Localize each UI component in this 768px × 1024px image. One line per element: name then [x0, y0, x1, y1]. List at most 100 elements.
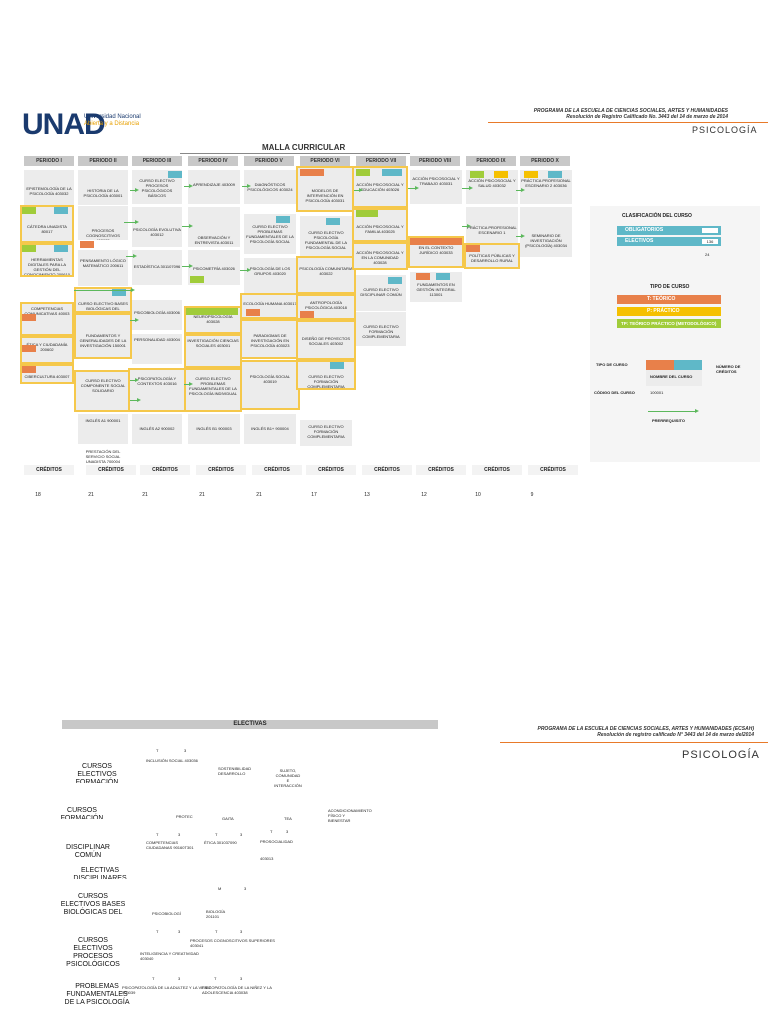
elective-psicopatologia-ninez: PSICOPATOLOGÍA DE LA NIÑEZ Y LA ADOLESCE… — [202, 985, 272, 995]
legend-teorico: T: TEÓRICO — [617, 295, 721, 304]
logo-subtitle: Universidad Nacional Abierta y a Distanc… — [84, 114, 141, 127]
unad-logo: UNAD — [22, 108, 106, 141]
elective-code-403013: 403013 — [260, 856, 274, 861]
course-competencias-comunicativas: COMPETENCIAS COMUNICATIVAS 40003 — [20, 302, 74, 336]
tag-obligatorio — [54, 245, 68, 252]
credit-mark: 3 — [240, 976, 243, 981]
period-header-7: PERIODO VII — [356, 156, 406, 166]
credits-period-6: 17 — [311, 492, 317, 498]
period-header-9: PERIODO IX — [466, 156, 516, 166]
elective-sujeto-comunidad: SUJETO, COMUNIDAD E INTERACCIÓN — [274, 768, 302, 788]
elective-etica: ÉTICA 301037090 — [204, 840, 237, 845]
legend-practico: P: PRÁCTICO — [617, 307, 721, 316]
creditos-label-2: CRÉDITOS — [86, 465, 136, 475]
creditos-label-10: CRÉDITOS — [528, 465, 578, 475]
creditos-label-1: CRÉDITOS — [24, 465, 74, 475]
course-electivo-psicologia-social: CURSO ELECTIVO PROBLEMAS FUNDAMENTALES D… — [244, 214, 296, 254]
credit-mark: 3 — [178, 832, 181, 837]
label-electivos-formacion: CURSOS ELECTIVOS FORMACIÓN — [75, 763, 119, 783]
electivas-title: ELECTIVAS — [62, 720, 438, 729]
period-header-2: PERIODO II — [78, 156, 128, 166]
period-header-8: PERIODO VIII — [410, 156, 460, 166]
tag-teorico-practico — [22, 207, 36, 214]
key-codigo-curso: CÓDIGO DEL CURSO — [594, 390, 635, 395]
tag-teorico-practico — [356, 169, 370, 176]
credits-period-9: 10 — [475, 492, 481, 498]
course-investigacion-ciencias-sociales: INVESTIGACIÓN CIENCIAS SOCIALES 403001 — [184, 334, 242, 368]
tag-obligatorio — [382, 169, 402, 176]
course-psicologia-social: PSICOLOGÍA SOCIAL 403019 — [240, 360, 300, 410]
tag-teorico-practico — [186, 308, 238, 315]
credit-mark: 3 — [240, 832, 243, 837]
prereq-arrow — [182, 224, 193, 228]
course-electivo-bases-biologicas: CURSO ELECTIVO BASES BIOLÓGICAS DEL COMP… — [74, 287, 132, 313]
elective-procesos-cognoscitivos-sup: PROCESOS COGNOSCITIVOS SUPERIORES 403041 — [190, 938, 275, 948]
period-header-5: PERIODO V — [244, 156, 294, 166]
creditos-label-8: CRÉDITOS — [416, 465, 466, 475]
course-ingles-a2: INGLÉS A2 900002 — [132, 414, 182, 444]
prereq-arrow — [124, 220, 139, 224]
tag-teorico — [416, 273, 430, 280]
course-diseno-proyectos: DISEÑO DE PROYECTOS SOCIALES 403002 — [296, 320, 356, 360]
creditos-label-9: CRÉDITOS — [472, 465, 522, 475]
tag-obligatorio — [112, 289, 126, 296]
tag-teorico — [22, 345, 36, 352]
credits-period-3: 21 — [142, 492, 148, 498]
course-procesos-cognoscitivos: PROCESOS COGNOSCITIVOS 403023 — [78, 206, 128, 240]
tag-obligatorio — [168, 171, 182, 178]
key-tipo-swatch — [646, 360, 674, 370]
tag-teorico — [410, 238, 462, 245]
tipo-title: TIPO DE CURSO — [650, 284, 690, 290]
prereq-arrow — [130, 378, 139, 382]
prereq-arrow — [516, 188, 525, 192]
course-diagnosticos-psicologicos: DIAGNÓSTICOS PSICOLÓGICOS 403024 — [244, 170, 296, 204]
tag-obligatorio — [276, 216, 290, 223]
prereq-arrow — [130, 398, 141, 402]
tag-obligatorio — [388, 277, 402, 284]
creditos-label-7: CRÉDITOS — [362, 465, 412, 475]
prereq-arrow — [182, 264, 193, 268]
credit-mark: M — [218, 886, 222, 891]
credit-mark: 3 — [178, 929, 181, 934]
key-tipo-curso: TIPO DE CURSO — [596, 362, 628, 367]
tag-practico — [494, 171, 508, 178]
credits-period-10: 9 — [530, 492, 534, 498]
tag-teorico — [300, 169, 324, 176]
prereq-arrow — [242, 184, 251, 188]
prereq-arrow — [74, 288, 135, 292]
prereq-arrow — [130, 188, 139, 192]
legend-electivos-value: 136 — [702, 239, 718, 244]
course-ingles-a1: INGLÉS A1 900001 — [78, 414, 128, 444]
course-ecologia-humana: ECOLOGÍA HUMANA 403017 — [240, 293, 300, 319]
credit-mark: T — [156, 748, 159, 753]
credits-period-1: 18 — [35, 492, 41, 498]
tag-obligatorio — [330, 362, 344, 369]
tag-obligatorio — [326, 218, 340, 225]
course-electivo-social-solidario: CURSO ELECTIVO COMPONENTE SOCIAL SOLIDAR… — [74, 370, 132, 412]
credit-mark: T — [214, 976, 217, 981]
period-header-10: PERIODO X — [520, 156, 570, 166]
tag-obligatorio — [54, 207, 68, 214]
creditos-label-6: CRÉDITOS — [306, 465, 356, 475]
prereq-arrow — [462, 224, 471, 228]
course-seminario-investigacion: SEMINARIO DE INVESTIGACIÓN (PSICOLOGÍA) … — [520, 207, 572, 257]
tag-practico — [524, 171, 538, 178]
course-servicio-social: PRESTACIÓN DEL SERVICIO SOCIAL UNADISTA … — [78, 447, 128, 465]
career-title: PSICOLOGÍA — [692, 125, 758, 135]
credits-period-2: 21 — [88, 492, 94, 498]
elective-gaita: GAITA — [222, 816, 234, 821]
tag-teorico — [300, 311, 314, 318]
course-paradigmas-investigacion: PARADIGMAS DE INVESTIGACIÓN EN PSICOLOGÍ… — [240, 319, 300, 359]
credit-mark: T — [215, 929, 218, 934]
course-electivo-psicologia-individual: CURSO ELECTIVO PROBLEMAS FUNDAMENTALES D… — [184, 368, 242, 412]
credit-mark: 3 — [240, 929, 243, 934]
key-credit-swatch — [674, 360, 702, 370]
course-electivo-complementaria-2: CURSO ELECTIVO FORMACIÓN COMPLEMENTARIA — [300, 420, 352, 446]
prereq-arrow — [354, 188, 363, 192]
tag-teorico — [22, 314, 36, 321]
elective-inteligencia-creatividad: INTELIGENCIA Y CREATIVIDAD 403040 — [140, 951, 199, 961]
label-problemas-fundamentales: PROBLEMAS FUNDAMENTALES DE LA PSICOLOGÍA — [64, 983, 130, 1006]
course-pensamiento-logico: PENSAMIENTO LÓGICO MATEMÁTICO 200611 — [78, 250, 128, 286]
elective-psicobiologia: PSICOBIOLOGÍ — [152, 911, 181, 916]
prereq-arrow — [516, 234, 525, 238]
